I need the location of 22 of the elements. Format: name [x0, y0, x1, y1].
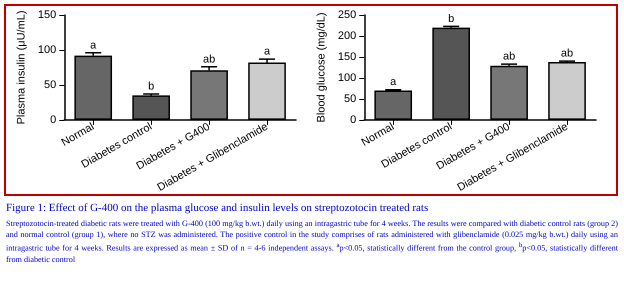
y-tick-label: 150 — [338, 50, 356, 63]
y-axis-title: Plasma insulin (μU/mL) — [16, 10, 28, 124]
data-label: a — [90, 39, 98, 52]
y-axis-title: Blood glucose (mg/dL) — [316, 12, 328, 122]
data-label: b — [148, 80, 154, 93]
y-tick-label: 200 — [338, 30, 356, 42]
y-tick-label: 0 — [50, 114, 56, 126]
y-tick-label: 50 — [44, 78, 56, 91]
data-label: b — [448, 12, 454, 25]
data-label: ab — [502, 50, 516, 63]
data-label: a — [390, 76, 398, 88]
y-tick-label: 250 — [338, 9, 356, 21]
data-label: a — [264, 46, 271, 58]
text: Streptozotocin-treated diabetic rats were treated with G-400 (100 mg/kg b.wt.) daily using an intragastric tube for 4 weeks. The results were compared with diabetic control rats (group 2) and normal control (group 1), where no STZ was administered. The positive control in the study comprises of rats administered with glibenclamide (0.025 mg/kg b.wt.) daily using an intragastric tube for 4 weeks. Results are expressed as mean ± SD of n = 4-6 independent assays. $^{a}$p<0.05, statistically different from the control group, $^{b}$p<0.05, statistically different from diabetic control — [6, 219, 618, 264]
data-label: ab — [202, 53, 216, 66]
y-tick-label: 150 — [38, 9, 56, 21]
y-tick-label: 100 — [338, 72, 356, 84]
y-tick-label: 50 — [344, 92, 356, 105]
data-label: ab — [560, 48, 574, 60]
y-tick-label: 100 — [38, 44, 56, 56]
y-tick-label: 0 — [350, 114, 356, 126]
caption: Figure 1: Effect of G-400 on the plasma glucose and insulin levels on streptozotocin treated rats — [6, 201, 430, 215]
